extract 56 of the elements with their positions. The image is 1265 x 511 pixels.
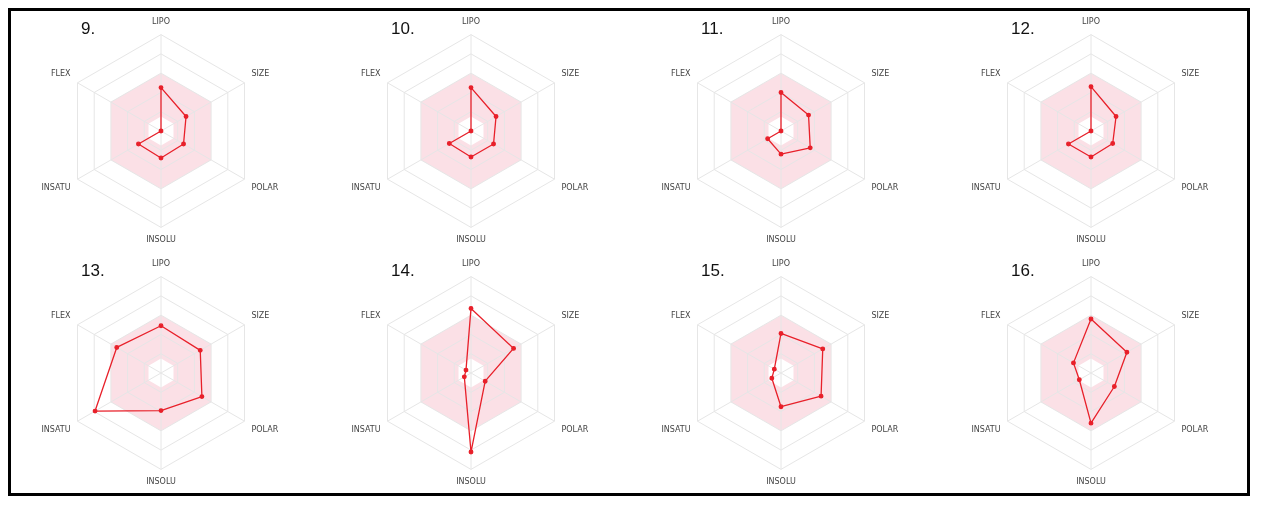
spoke-label: INSATU	[971, 183, 1001, 193]
spoke-label: SIZE	[251, 311, 270, 321]
spoke-label: POLAR	[251, 425, 279, 435]
spoke-label: POLAR	[1181, 425, 1209, 435]
chart-title: 15.	[701, 261, 725, 281]
spoke-label: FLEX	[670, 311, 692, 321]
spoke-label: LIPO	[1082, 16, 1100, 26]
spoke-label: POLAR	[251, 183, 279, 193]
spoke-label: INSATU	[661, 183, 691, 193]
spoke-label: FLEX	[360, 311, 382, 321]
spoke-label: LIPO	[152, 16, 170, 26]
spoke-label: LIPO	[772, 16, 790, 26]
chart-title: 11.	[701, 19, 724, 39]
chart-title: 14.	[391, 261, 415, 281]
spoke-label: INSATU	[41, 183, 71, 193]
spoke-label: SIZE	[561, 69, 580, 79]
spoke-label: POLAR	[561, 425, 589, 435]
spoke-label: INSOLU	[1076, 477, 1106, 487]
spoke-label: SIZE	[871, 69, 890, 79]
spoke-label: LIPO	[462, 258, 480, 268]
spoke-label: FLEX	[360, 69, 382, 79]
spoke-label: FLEX	[980, 311, 1002, 321]
spoke-label: INSOLU	[146, 477, 176, 487]
spoke-label: SIZE	[561, 311, 580, 321]
spoke-label: FLEX	[980, 69, 1002, 79]
spoke-label: LIPO	[1082, 258, 1100, 268]
spoke-label: POLAR	[871, 425, 899, 435]
spoke-label: SIZE	[1181, 311, 1200, 321]
spoke-label: FLEX	[50, 69, 72, 79]
spoke-label: FLEX	[670, 69, 692, 79]
chart-title: 13.	[81, 261, 105, 281]
spoke-label: SIZE	[1181, 69, 1200, 79]
spoke-label: INSATU	[971, 425, 1001, 435]
spoke-label: INSOLU	[766, 477, 796, 487]
spoke-label: SIZE	[251, 69, 270, 79]
spoke-label: POLAR	[871, 183, 899, 193]
spoke-label: INSATU	[41, 425, 71, 435]
spoke-label: INSATU	[351, 425, 381, 435]
chart-title: 10.	[391, 19, 415, 39]
spoke-label: LIPO	[772, 258, 790, 268]
spoke-label: SIZE	[871, 311, 890, 321]
chart-title: 16.	[1011, 261, 1035, 281]
spoke-label: POLAR	[561, 183, 589, 193]
chart-title: 9.	[81, 19, 96, 39]
spoke-label: POLAR	[1181, 183, 1209, 193]
spoke-label: INSOLU	[146, 235, 176, 245]
spoke-label: INSOLU	[766, 235, 796, 245]
chart-title: 12.	[1011, 19, 1035, 39]
spoke-label: INSATU	[351, 183, 381, 193]
spoke-label: INSOLU	[456, 477, 486, 487]
spoke-label: INSATU	[661, 425, 691, 435]
spoke-label: LIPO	[462, 16, 480, 26]
spoke-label: INSOLU	[1076, 235, 1106, 245]
spoke-label: LIPO	[152, 258, 170, 268]
spoke-label: INSOLU	[456, 235, 486, 245]
spoke-label: FLEX	[50, 311, 72, 321]
